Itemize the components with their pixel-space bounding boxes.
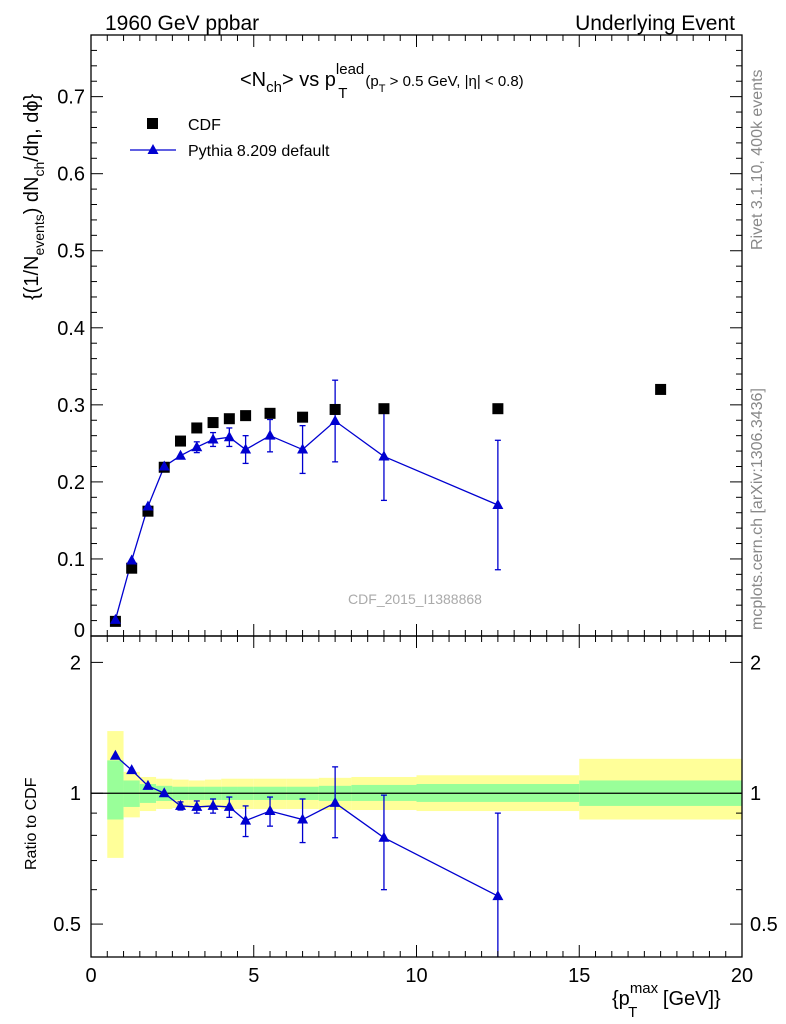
pythia-point [264,429,276,440]
header-left-text: 1960 GeV ppbar [105,12,259,35]
cdf-point [240,410,252,422]
main-y-tick-label: 0.3 [57,395,85,417]
ratio-y-tick-label-right: 0.5 [750,914,778,936]
cdf-point [264,407,276,419]
ratio-pythia-point [264,805,276,816]
legend-pythia-marker [147,144,159,154]
legend-cdf-marker [147,118,158,129]
ratio-y-tick-label: 2 [70,652,81,674]
cdf-point [207,417,219,429]
x-tick-label: 10 [405,965,427,987]
pythia-point [240,443,252,454]
pythia-point [329,415,341,426]
pythia-point [142,500,154,511]
x-tick-label: 0 [85,965,96,987]
pythia-point [223,431,235,442]
cdf-point [329,403,341,415]
main-y-tick-label: 0 [74,620,85,642]
pythia-point [297,443,309,454]
x-tick-label: 15 [568,965,590,987]
main-y-tick-label: 0.2 [57,472,85,494]
ratio-pythia-point [297,813,309,824]
ratio-pythia-point [142,779,154,790]
cdf-point [175,435,187,447]
cdf-point [655,383,667,395]
rivet-version-label: Rivet 3.1.10, 400k events [749,69,766,250]
x-tick-label: 20 [731,965,753,987]
pythia-point [378,450,390,461]
ratio-panel-content [109,749,504,957]
cdf-point [492,403,504,415]
cdf-point [297,411,309,423]
ratio-pythia-point [378,831,390,842]
analysis-id-label: CDF_2015_I1388868 [348,591,482,607]
cdf-point [191,422,203,434]
pythia-point [492,499,504,510]
ratio-y-tick-label: 1 [70,783,81,805]
ratio-y-axis-label: Ratio to CDF [23,777,40,870]
ratio-pythia-point [240,814,252,825]
ratio-y-tick-label: 0.5 [53,914,81,936]
pythia-point [191,441,203,452]
ratio-pythia-point [126,764,138,775]
ratio-y-tick-label-right: 1 [750,783,761,805]
ratio-pythia-point [109,749,121,760]
cdf-point [126,562,138,574]
main-y-tick-label: 0.5 [57,241,85,263]
ratio-pythia-point [223,800,235,811]
main-y-tick-label: 0.1 [57,549,85,571]
x-axis-label: {pmax T [GeV]} [612,980,721,1021]
ratio-y-tick-label-right: 2 [750,652,761,674]
plot-title: <Nch> vs plead T(pT > 0.5 GeV, |η| < 0.8) [240,61,524,102]
main-y-tick-label: 0.6 [57,164,85,186]
panel-frames: 0 5 10 15 20 0 0.1 0.2 0.3 0.4 0.5 0.6 0.7 0.5 0.5 1 1 2 2 [53,34,778,987]
ratio-pythia-point [492,890,504,901]
header-right-text: Underlying Event [575,12,735,35]
cdf-point [378,403,390,415]
pythia-point [109,613,121,624]
ratio-pythia-point [158,787,170,798]
ratio-pythia-point [191,800,203,811]
ratio-pythia-point [175,799,187,810]
legend-pythia-label: Pythia 8.209 default [188,143,330,160]
cdf-point [223,413,235,425]
ratio-pythia-point [329,796,341,807]
mcplots-label: mcplots.cern.ch [arXiv:1306.3436] [749,388,766,630]
main-y-tick-label: 0.7 [57,87,85,109]
cdf-point [142,505,154,517]
main-y-tick-label: 0.4 [57,318,85,340]
pythia-point [126,554,138,565]
pythia-point [207,433,219,444]
main-panel-content [109,379,667,627]
pythia-point [175,449,187,460]
pythia-point [158,460,170,471]
ratio-bands-layer [91,731,742,858]
ratio-inner-band [107,760,124,820]
x-tick-label: 5 [248,965,259,987]
legend-cdf-label: CDF [188,117,221,134]
ratio-pythia-point [207,799,219,810]
pythia-line [114,420,499,620]
main-y-axis-label: {(1/Nevents) dNch/dη, dϕ} [21,93,47,300]
